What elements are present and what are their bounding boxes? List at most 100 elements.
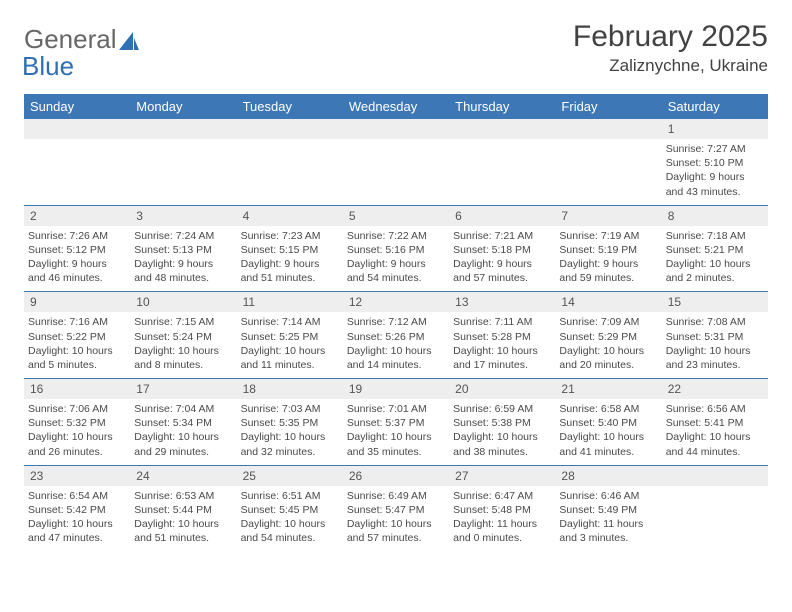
date-number: 8 [668, 209, 675, 223]
day-info: Sunrise: 7:09 AMSunset: 5:29 PMDaylight:… [559, 315, 657, 372]
sail-icon [119, 32, 139, 50]
weekday-label: Tuesday [237, 94, 343, 119]
date-number: 18 [243, 382, 256, 396]
day-info: Sunrise: 7:01 AMSunset: 5:37 PMDaylight:… [347, 402, 445, 459]
date-number [668, 469, 671, 483]
date-bar: 12 [343, 292, 449, 312]
day-info: Sunrise: 6:51 AMSunset: 5:45 PMDaylight:… [241, 489, 339, 546]
weekday-label: Monday [130, 94, 236, 119]
calendar-body: 1Sunrise: 7:27 AMSunset: 5:10 PMDaylight… [24, 119, 768, 551]
logo: General Blue [24, 26, 139, 80]
day-info: Sunrise: 7:22 AMSunset: 5:16 PMDaylight:… [347, 229, 445, 286]
date-bar: 6 [449, 206, 555, 226]
calendar-day: 6Sunrise: 7:21 AMSunset: 5:18 PMDaylight… [449, 206, 555, 292]
day-info: Sunrise: 7:08 AMSunset: 5:31 PMDaylight:… [666, 315, 764, 372]
calendar-day-empty [662, 466, 768, 552]
calendar-day: 19 Sunrise: 7:01 AMSunset: 5:37 PMDayligh… [343, 379, 449, 465]
date-number: 10 [136, 295, 149, 309]
calendar-day: 1Sunrise: 7:27 AMSunset: 5:10 PMDaylight… [662, 119, 768, 205]
date-number: 1 [668, 122, 675, 136]
calendar-week: 16 Sunrise: 7:06 AMSunset: 5:32 PMDayligh… [24, 379, 768, 466]
calendar-day: 13Sunrise: 7:11 AMSunset: 5:28 PMDayligh… [449, 292, 555, 378]
day-info: Sunrise: 6:54 AMSunset: 5:42 PMDaylight:… [28, 489, 126, 546]
day-info: Sunrise: 7:06 AMSunset: 5:32 PMDaylight:… [28, 402, 126, 459]
calendar-day: 11Sunrise: 7:14 AMSunset: 5:25 PMDayligh… [237, 292, 343, 378]
date-bar: 19 [343, 379, 449, 399]
date-bar: 25 [237, 466, 343, 486]
title-block: February 2025 Zaliznychne, Ukraine [573, 20, 768, 76]
calendar-day: 21Sunrise: 6:58 AMSunset: 5:40 PMDayligh… [555, 379, 661, 465]
date-bar: 17 [130, 379, 236, 399]
weekday-header: SundayMondayTuesdayWednesdayThursdayFrid… [24, 94, 768, 119]
calendar-day: 27 Sunrise: 6:47 AMSunset: 5:48 PMDayligh… [449, 466, 555, 552]
weekday-label: Friday [555, 94, 661, 119]
calendar-week: 1Sunrise: 7:27 AMSunset: 5:10 PMDaylight… [24, 119, 768, 206]
day-info: Sunrise: 7:11 AMSunset: 5:28 PMDaylight:… [453, 315, 551, 372]
calendar-day: 14 Sunrise: 7:09 AMSunset: 5:29 PMDayligh… [555, 292, 661, 378]
date-number: 17 [136, 382, 149, 396]
date-bar: 20 [449, 379, 555, 399]
calendar-day: 22Sunrise: 6:56 AMSunset: 5:41 PMDayligh… [662, 379, 768, 465]
date-bar: 28 [555, 466, 661, 486]
calendar-day: 18Sunrise: 7:03 AMSunset: 5:35 PMDayligh… [237, 379, 343, 465]
date-bar: 21 [555, 379, 661, 399]
calendar-day: 4Sunrise: 7:23 AMSunset: 5:15 PMDaylight… [237, 206, 343, 292]
calendar-day: 12Sunrise: 7:12 AMSunset: 5:26 PMDayligh… [343, 292, 449, 378]
day-info: Sunrise: 6:53 AMSunset: 5:44 PMDaylight:… [134, 489, 232, 546]
day-info: Sunrise: 7:18 AMSunset: 5:21 PMDaylight:… [666, 229, 764, 286]
date-bar: 7 [555, 206, 661, 226]
date-bar: 16 [24, 379, 130, 399]
calendar-week: 9Sunrise: 7:16 AMSunset: 5:22 PMDaylight… [24, 292, 768, 379]
date-number: 6 [455, 209, 462, 223]
day-info: Sunrise: 7:23 AMSunset: 5:15 PMDaylight:… [241, 229, 339, 286]
date-number: 26 [349, 469, 362, 483]
calendar-week: 23 Sunrise: 6:54 AMSunset: 5:42 PMDayligh… [24, 466, 768, 552]
calendar: SundayMondayTuesdayWednesdayThursdayFrid… [24, 94, 768, 551]
day-info: Sunrise: 6:49 AMSunset: 5:47 PMDaylight:… [347, 489, 445, 546]
date-bar: 1 [662, 119, 768, 139]
day-info: Sunrise: 6:59 AMSunset: 5:38 PMDaylight:… [453, 402, 551, 459]
date-bar [130, 119, 236, 139]
date-number: 5 [349, 209, 356, 223]
day-info: Sunrise: 7:14 AMSunset: 5:25 PMDaylight:… [241, 315, 339, 372]
date-bar: 24 [130, 466, 236, 486]
weekday-label: Saturday [662, 94, 768, 119]
date-number: 14 [561, 295, 574, 309]
day-info: Sunrise: 6:47 AMSunset: 5:48 PMDaylight:… [453, 489, 551, 546]
date-bar: 26 [343, 466, 449, 486]
date-number: 7 [561, 209, 568, 223]
date-bar: 15 [662, 292, 768, 312]
date-bar: 10 [130, 292, 236, 312]
date-bar: 14 [555, 292, 661, 312]
date-number: 28 [561, 469, 574, 483]
date-number [349, 122, 352, 136]
page-header: General Blue February 2025 Zaliznychne, … [24, 20, 768, 80]
calendar-day: 24 Sunrise: 6:53 AMSunset: 5:44 PMDayligh… [130, 466, 236, 552]
date-number: 2 [30, 209, 37, 223]
date-bar: 5 [343, 206, 449, 226]
day-info: Sunrise: 7:26 AMSunset: 5:12 PMDaylight:… [28, 229, 126, 286]
calendar-day-empty [343, 119, 449, 205]
date-number: 24 [136, 469, 149, 483]
date-bar: 23 [24, 466, 130, 486]
date-bar [449, 119, 555, 139]
day-info: Sunrise: 6:56 AMSunset: 5:41 PMDaylight:… [666, 402, 764, 459]
calendar-day: 3Sunrise: 7:24 AMSunset: 5:13 PMDaylight… [130, 206, 236, 292]
date-bar [237, 119, 343, 139]
day-info: Sunrise: 7:15 AMSunset: 5:24 PMDaylight:… [134, 315, 232, 372]
logo-text-blue: Blue [22, 51, 74, 81]
day-info: Sunrise: 7:24 AMSunset: 5:13 PMDaylight:… [134, 229, 232, 286]
date-bar: 9 [24, 292, 130, 312]
calendar-day-empty [237, 119, 343, 205]
day-info: Sunrise: 7:04 AMSunset: 5:34 PMDaylight:… [134, 402, 232, 459]
date-bar: 27 [449, 466, 555, 486]
date-number [455, 122, 458, 136]
date-number: 23 [30, 469, 43, 483]
calendar-day: 28Sunrise: 6:46 AMSunset: 5:49 PMDayligh… [555, 466, 661, 552]
date-number: 25 [243, 469, 256, 483]
location-label: Zaliznychne, Ukraine [573, 56, 768, 76]
calendar-day: 5 Sunrise: 7:22 AMSunset: 5:16 PMDaylight… [343, 206, 449, 292]
date-number [30, 122, 33, 136]
date-number: 15 [668, 295, 681, 309]
day-info: Sunrise: 7:19 AMSunset: 5:19 PMDaylight:… [559, 229, 657, 286]
